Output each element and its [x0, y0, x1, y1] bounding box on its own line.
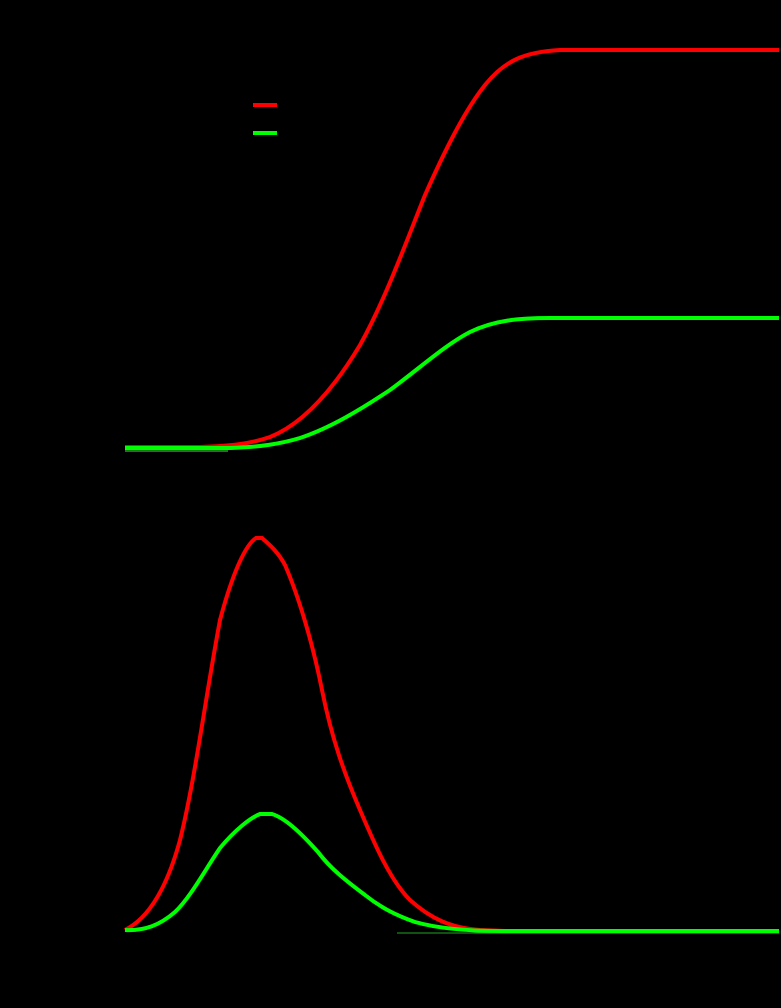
series-red-cumulative: [125, 48, 779, 449]
top-panel: [125, 48, 779, 452]
bottom-panel: [124, 536, 779, 934]
series-green-cumulative: [125, 316, 779, 450]
series-green-density: [124, 812, 779, 933]
series-red-density: [124, 536, 506, 933]
